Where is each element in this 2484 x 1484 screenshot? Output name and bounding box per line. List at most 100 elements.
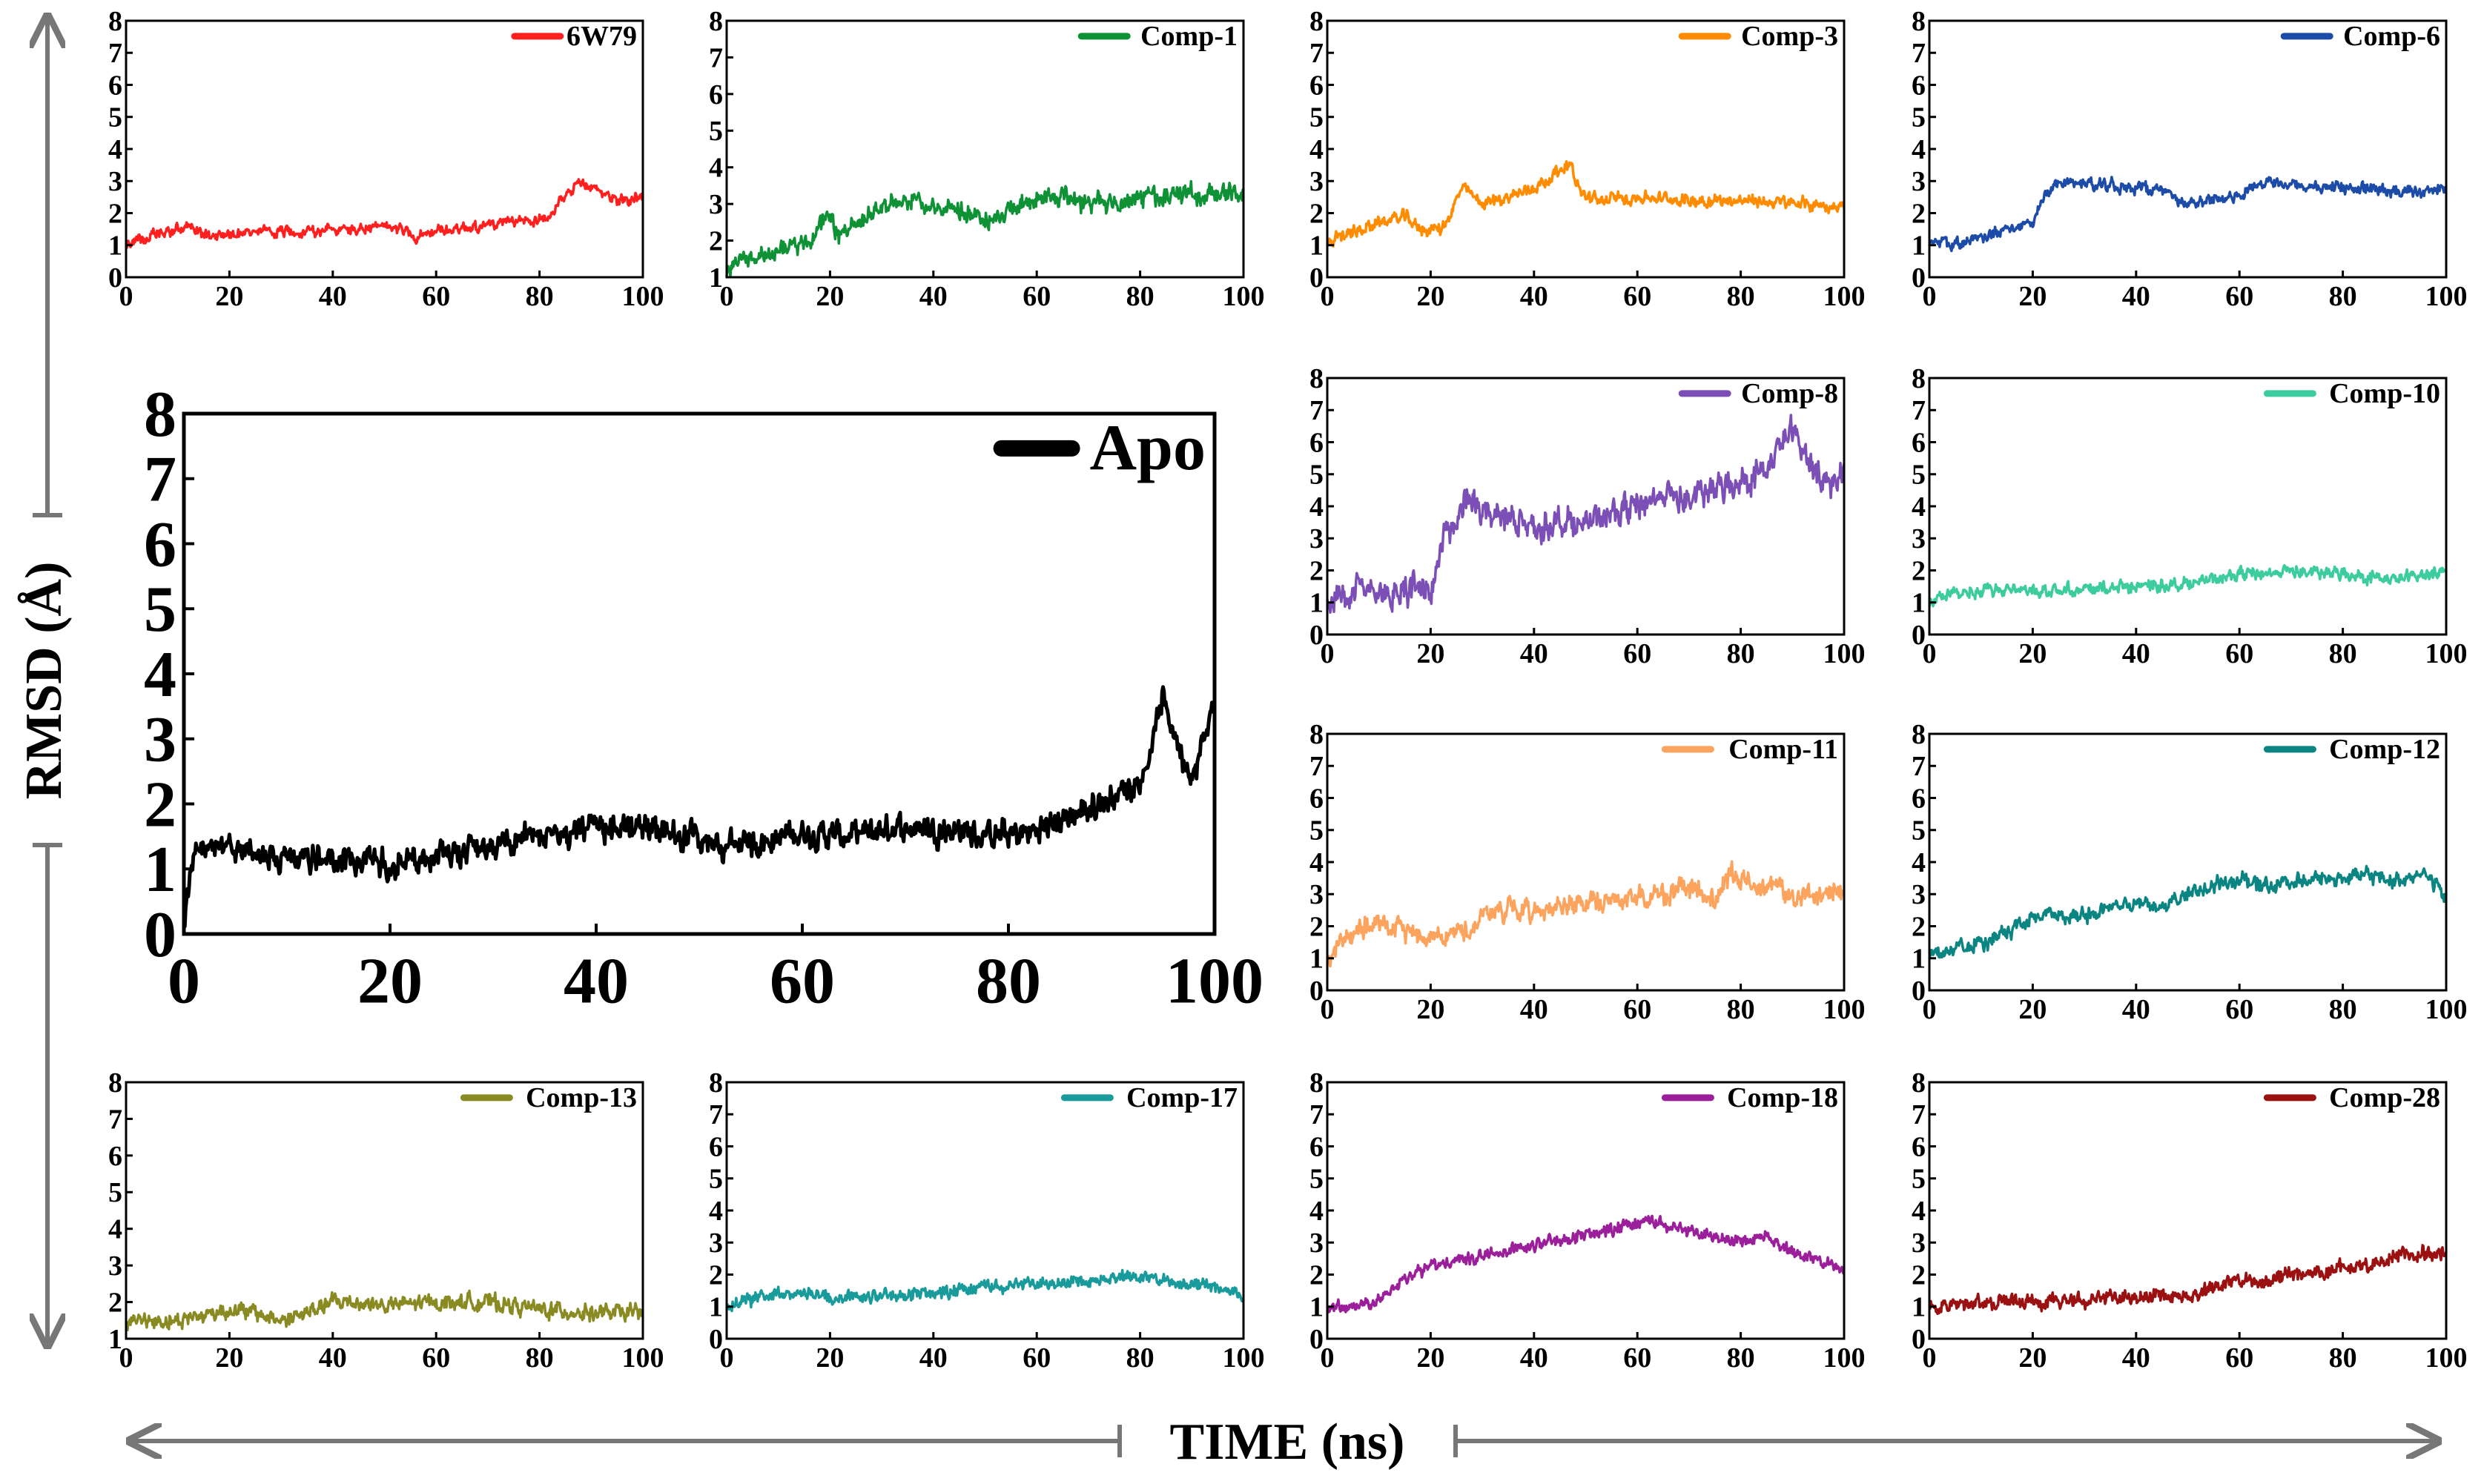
y-tick-label-comp12: 7 [1912, 751, 1926, 782]
y-tick-label-comp10: 0 [1912, 620, 1926, 651]
x-tick-label-comp3: 60 [1623, 281, 1651, 312]
y-tick-label-comp11: 4 [1309, 847, 1324, 878]
x-tick-label-apo: 100 [1166, 945, 1264, 1017]
y-tick-label-comp1: 5 [709, 116, 723, 147]
y-tick-label-6w79: 3 [108, 166, 122, 197]
y-tick-label-comp10: 1 [1912, 588, 1926, 619]
x-tick-label-comp1: 40 [919, 281, 948, 312]
y-tick-label-comp28: 0 [1912, 1324, 1926, 1355]
y-tick-label-comp8: 4 [1309, 491, 1324, 523]
x-tick-label-comp11: 0 [1321, 994, 1335, 1025]
x-tick-label-comp10: 0 [1923, 638, 1937, 669]
y-tick-label-6w79: 8 [108, 6, 122, 37]
x-tick-label-comp8: 40 [1520, 638, 1548, 669]
y-tick-label-comp8: 2 [1309, 555, 1324, 586]
x-tick-label-comp28: 0 [1923, 1342, 1937, 1374]
x-tick-label-comp1: 60 [1023, 281, 1051, 312]
y-tick-label-comp1: 7 [709, 42, 723, 73]
x-tick-label-comp10: 80 [2329, 638, 2357, 669]
y-tick-label-comp3: 3 [1309, 166, 1324, 197]
series-line-comp18 [1327, 1214, 1846, 1314]
y-tick-label-comp28: 6 [1912, 1131, 1926, 1162]
plot-frame-comp6 [1928, 19, 2448, 279]
y-tick-label-comp3: 7 [1309, 38, 1324, 69]
series-line-comp10 [1928, 563, 2448, 608]
y-tick-label-comp6: 0 [1912, 262, 1926, 294]
y-tick-label-comp12: 6 [1912, 783, 1926, 814]
y-tick-label-comp13: 4 [108, 1214, 122, 1245]
y-axis-label: RMSD (Å) [16, 562, 73, 800]
y-tick-label-comp11: 2 [1309, 911, 1324, 942]
x-tick-label-comp8: 80 [1727, 638, 1755, 669]
x-axis-label: TIME (ns) [1170, 1414, 1405, 1471]
panel-comp1: 0 20 40 60 80 100 1 2 3 4 5 6 7 8 Comp-1 [709, 6, 1265, 312]
y-tick-label-comp13: 7 [108, 1104, 122, 1135]
y-tick-label-comp1: 3 [709, 189, 723, 220]
y-tick-label-comp6: 8 [1912, 6, 1926, 37]
y-tick-label-comp17: 5 [709, 1164, 723, 1195]
y-tick-label-comp17: 6 [709, 1131, 723, 1162]
x-tick-label-apo: 20 [357, 945, 423, 1017]
y-tick-label-comp17: 4 [709, 1196, 723, 1227]
x-tick-label-comp18: 20 [1416, 1342, 1444, 1374]
x-tick-label-apo: 60 [770, 945, 835, 1017]
x-tick-label-comp3: 40 [1520, 281, 1548, 312]
y-tick-label-apo: 2 [144, 769, 176, 841]
y-tick-label-comp17: 3 [709, 1228, 723, 1259]
series-line-comp1 [725, 179, 1245, 278]
series-line-apo [182, 685, 1217, 929]
y-tick-label-comp13: 6 [108, 1141, 122, 1172]
y-tick-label-comp28: 3 [1912, 1228, 1926, 1259]
y-tick-label-comp6: 6 [1912, 70, 1926, 101]
legend-label-6w79: 6W79 [567, 21, 637, 52]
y-tick-label-comp17: 2 [709, 1259, 723, 1291]
y-tick-label-comp6: 3 [1912, 166, 1926, 197]
legend-label-comp11: Comp-11 [1728, 734, 1838, 765]
x-tick-label-comp12: 20 [2018, 994, 2047, 1025]
y-tick-label-comp18: 0 [1309, 1324, 1324, 1355]
y-tick-label-comp3: 1 [1309, 231, 1324, 262]
y-tick-label-comp10: 7 [1912, 395, 1926, 426]
y-tick-label-comp3: 6 [1309, 70, 1324, 101]
x-tick-label-comp10: 60 [2225, 638, 2253, 669]
x-tick-label-comp6: 100 [2425, 281, 2468, 312]
x-tick-label-comp11: 80 [1727, 994, 1755, 1025]
x-tick-label-comp1: 100 [1223, 281, 1265, 312]
x-tick-label-comp13: 100 [622, 1342, 664, 1374]
y-tick-label-comp3: 8 [1309, 6, 1324, 37]
y-tick-label-apo: 4 [144, 639, 176, 711]
x-tick-label-comp13: 20 [215, 1342, 243, 1374]
y-tick-label-comp17: 7 [709, 1099, 723, 1130]
x-tick-label-comp3: 0 [1321, 281, 1335, 312]
y-tick-label-comp12: 0 [1912, 975, 1926, 1007]
x-tick-label-comp28: 20 [2018, 1342, 2047, 1374]
series-line-6w79 [125, 178, 644, 250]
y-tick-label-comp8: 3 [1309, 523, 1324, 554]
x-tick-label-comp8: 100 [1823, 638, 1866, 669]
x-tick-label-comp6: 0 [1923, 281, 1937, 312]
y-tick-label-comp8: 8 [1309, 363, 1324, 394]
x-tick-label-comp12: 60 [2225, 994, 2253, 1025]
x-tick-label-comp3: 80 [1727, 281, 1755, 312]
y-tick-label-comp6: 4 [1912, 134, 1926, 165]
y-tick-label-comp13: 1 [108, 1324, 122, 1355]
series-line-comp8 [1326, 414, 1846, 615]
x-tick-label-comp18: 100 [1823, 1342, 1866, 1374]
x-tick-label-comp11: 40 [1520, 994, 1548, 1025]
y-tick-label-comp10: 8 [1912, 363, 1926, 394]
x-tick-label-comp18: 80 [1727, 1342, 1755, 1374]
legend-label-comp18: Comp-18 [1727, 1082, 1838, 1113]
y-tick-label-comp12: 8 [1912, 719, 1926, 750]
y-tick-label-comp3: 2 [1309, 198, 1324, 229]
x-tick-label-comp12: 0 [1923, 994, 1937, 1025]
plot-frame-6w79 [125, 19, 644, 279]
x-tick-label-comp6: 60 [2225, 281, 2253, 312]
plot-frame-comp12 [1928, 732, 2448, 992]
panel-comp13: 0 20 40 60 80 100 1 2 3 4 5 6 7 8 Comp-13 [108, 1067, 664, 1374]
plot-frame-comp1 [725, 19, 1245, 279]
series-line-comp3 [1326, 160, 1846, 248]
series-line-comp17 [725, 1268, 1244, 1313]
x-tick-label-comp13: 0 [119, 1342, 133, 1374]
